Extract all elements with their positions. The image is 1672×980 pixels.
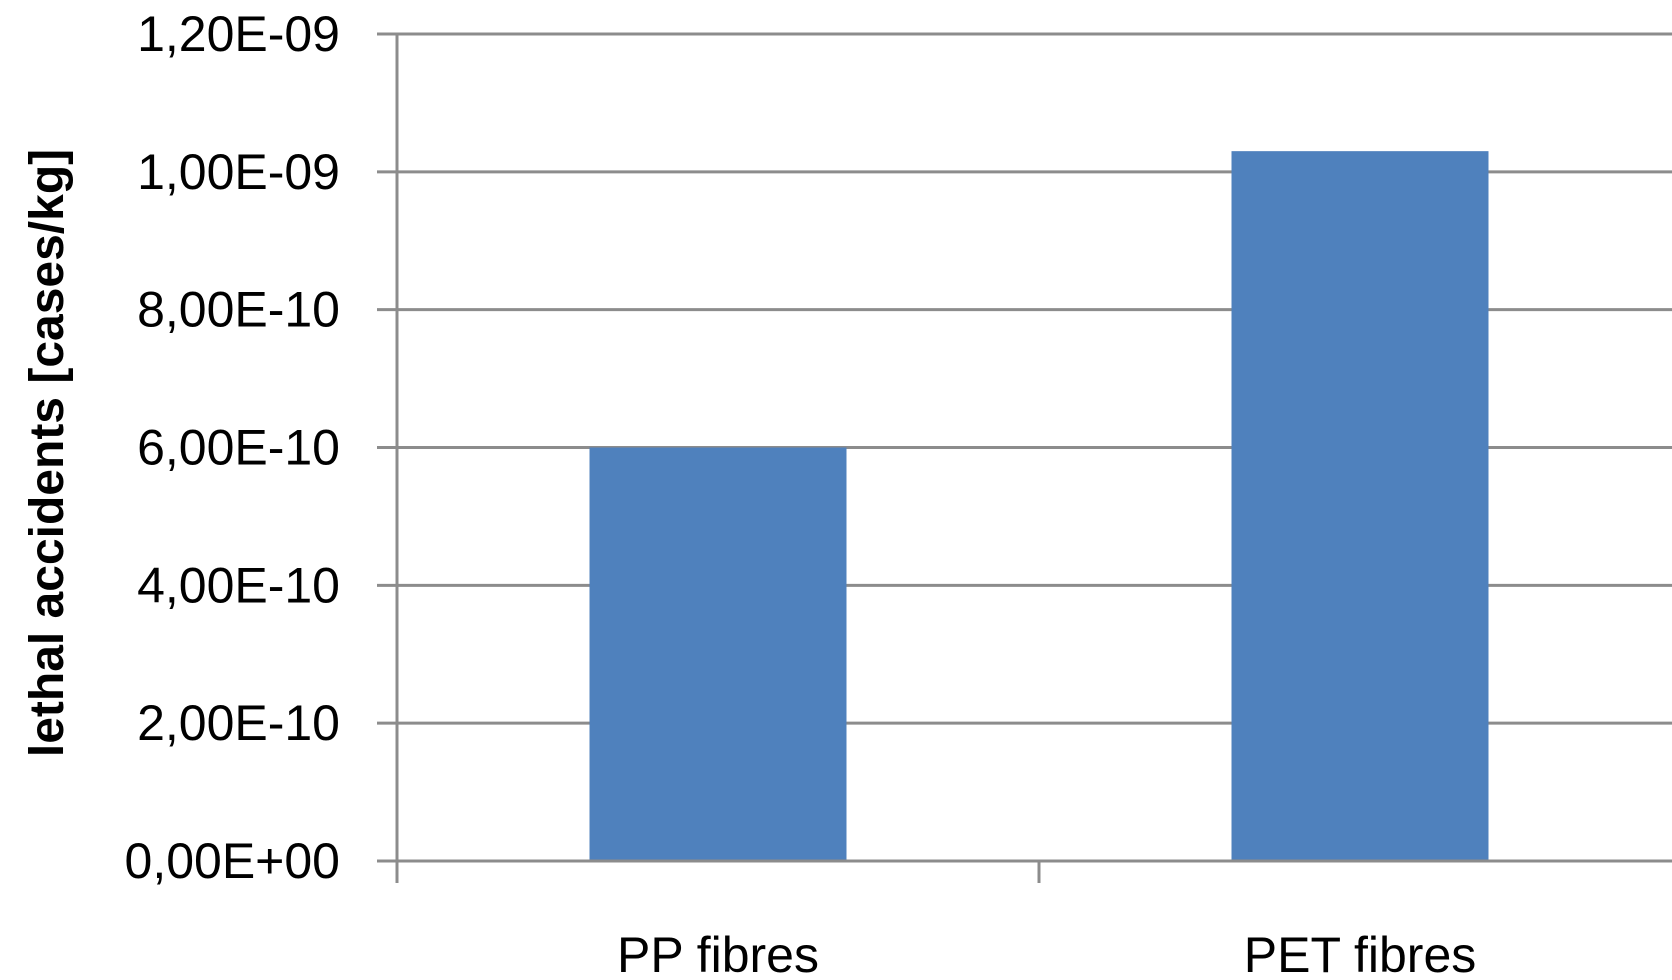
y-tick-label: 6,00E-10 — [137, 420, 340, 476]
x-category-label: PET fibres — [1244, 927, 1477, 980]
y-tick-label: 4,00E-10 — [137, 557, 340, 613]
y-tick-label: 8,00E-10 — [137, 282, 340, 338]
x-category-labels: PP fibres PET fibres — [617, 927, 1476, 980]
y-tick-labels: 0,00E+00 2,00E-10 4,00E-10 6,00E-10 8,00E-10… — [125, 6, 340, 889]
axes — [377, 32, 1672, 883]
bar-pet-fibres — [1231, 151, 1489, 862]
y-axis-title: lethal accidents [cases/kg] — [21, 149, 74, 757]
y-tick-label: 1,00E-09 — [137, 144, 340, 200]
y-tick-label: 1,20E-09 — [137, 6, 340, 62]
x-category-label: PP fibres — [617, 927, 819, 980]
bars — [589, 151, 1489, 862]
y-tick-label: 0,00E+00 — [125, 833, 340, 889]
y-tick-label: 2,00E-10 — [137, 695, 340, 751]
bar-pp-fibres — [589, 447, 847, 861]
